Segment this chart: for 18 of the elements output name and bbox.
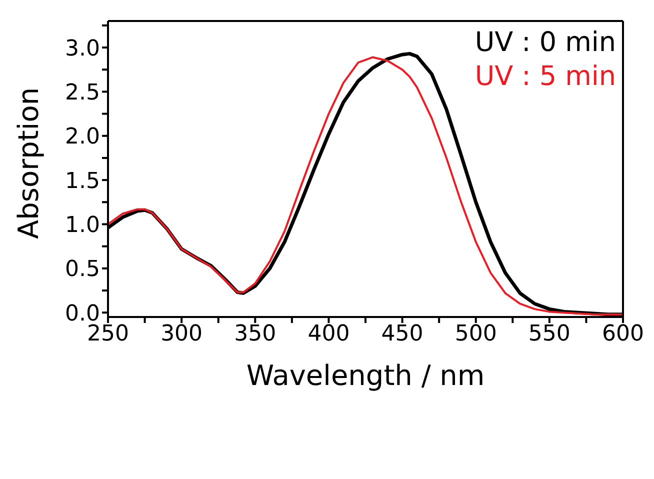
y-axis-title: Absorption — [12, 87, 45, 239]
x-tick-label: 250 — [87, 322, 129, 347]
x-tick-label: 400 — [308, 322, 350, 347]
y-tick-label: 2.0 — [65, 124, 100, 150]
x-tick-label: 550 — [528, 322, 570, 347]
x-tick-label: 450 — [381, 322, 424, 347]
series-label: UV : 0 min — [474, 26, 616, 60]
x-tick-label: 500 — [454, 322, 497, 347]
series-label: UV : 5 min — [474, 60, 616, 94]
x-tick-label: 600 — [602, 322, 644, 347]
x-tick-label: 300 — [160, 322, 203, 347]
y-tick-label: 1.0 — [65, 213, 100, 238]
x-axis-title: Wavelength / nm — [246, 359, 485, 392]
y-tick-label: 2.5 — [65, 80, 100, 106]
y-tick-label: 0.5 — [65, 257, 100, 282]
y-tick-label: 1.5 — [65, 168, 100, 194]
x-tick-label: 350 — [234, 322, 276, 347]
y-tick-label: 3.0 — [65, 36, 100, 62]
